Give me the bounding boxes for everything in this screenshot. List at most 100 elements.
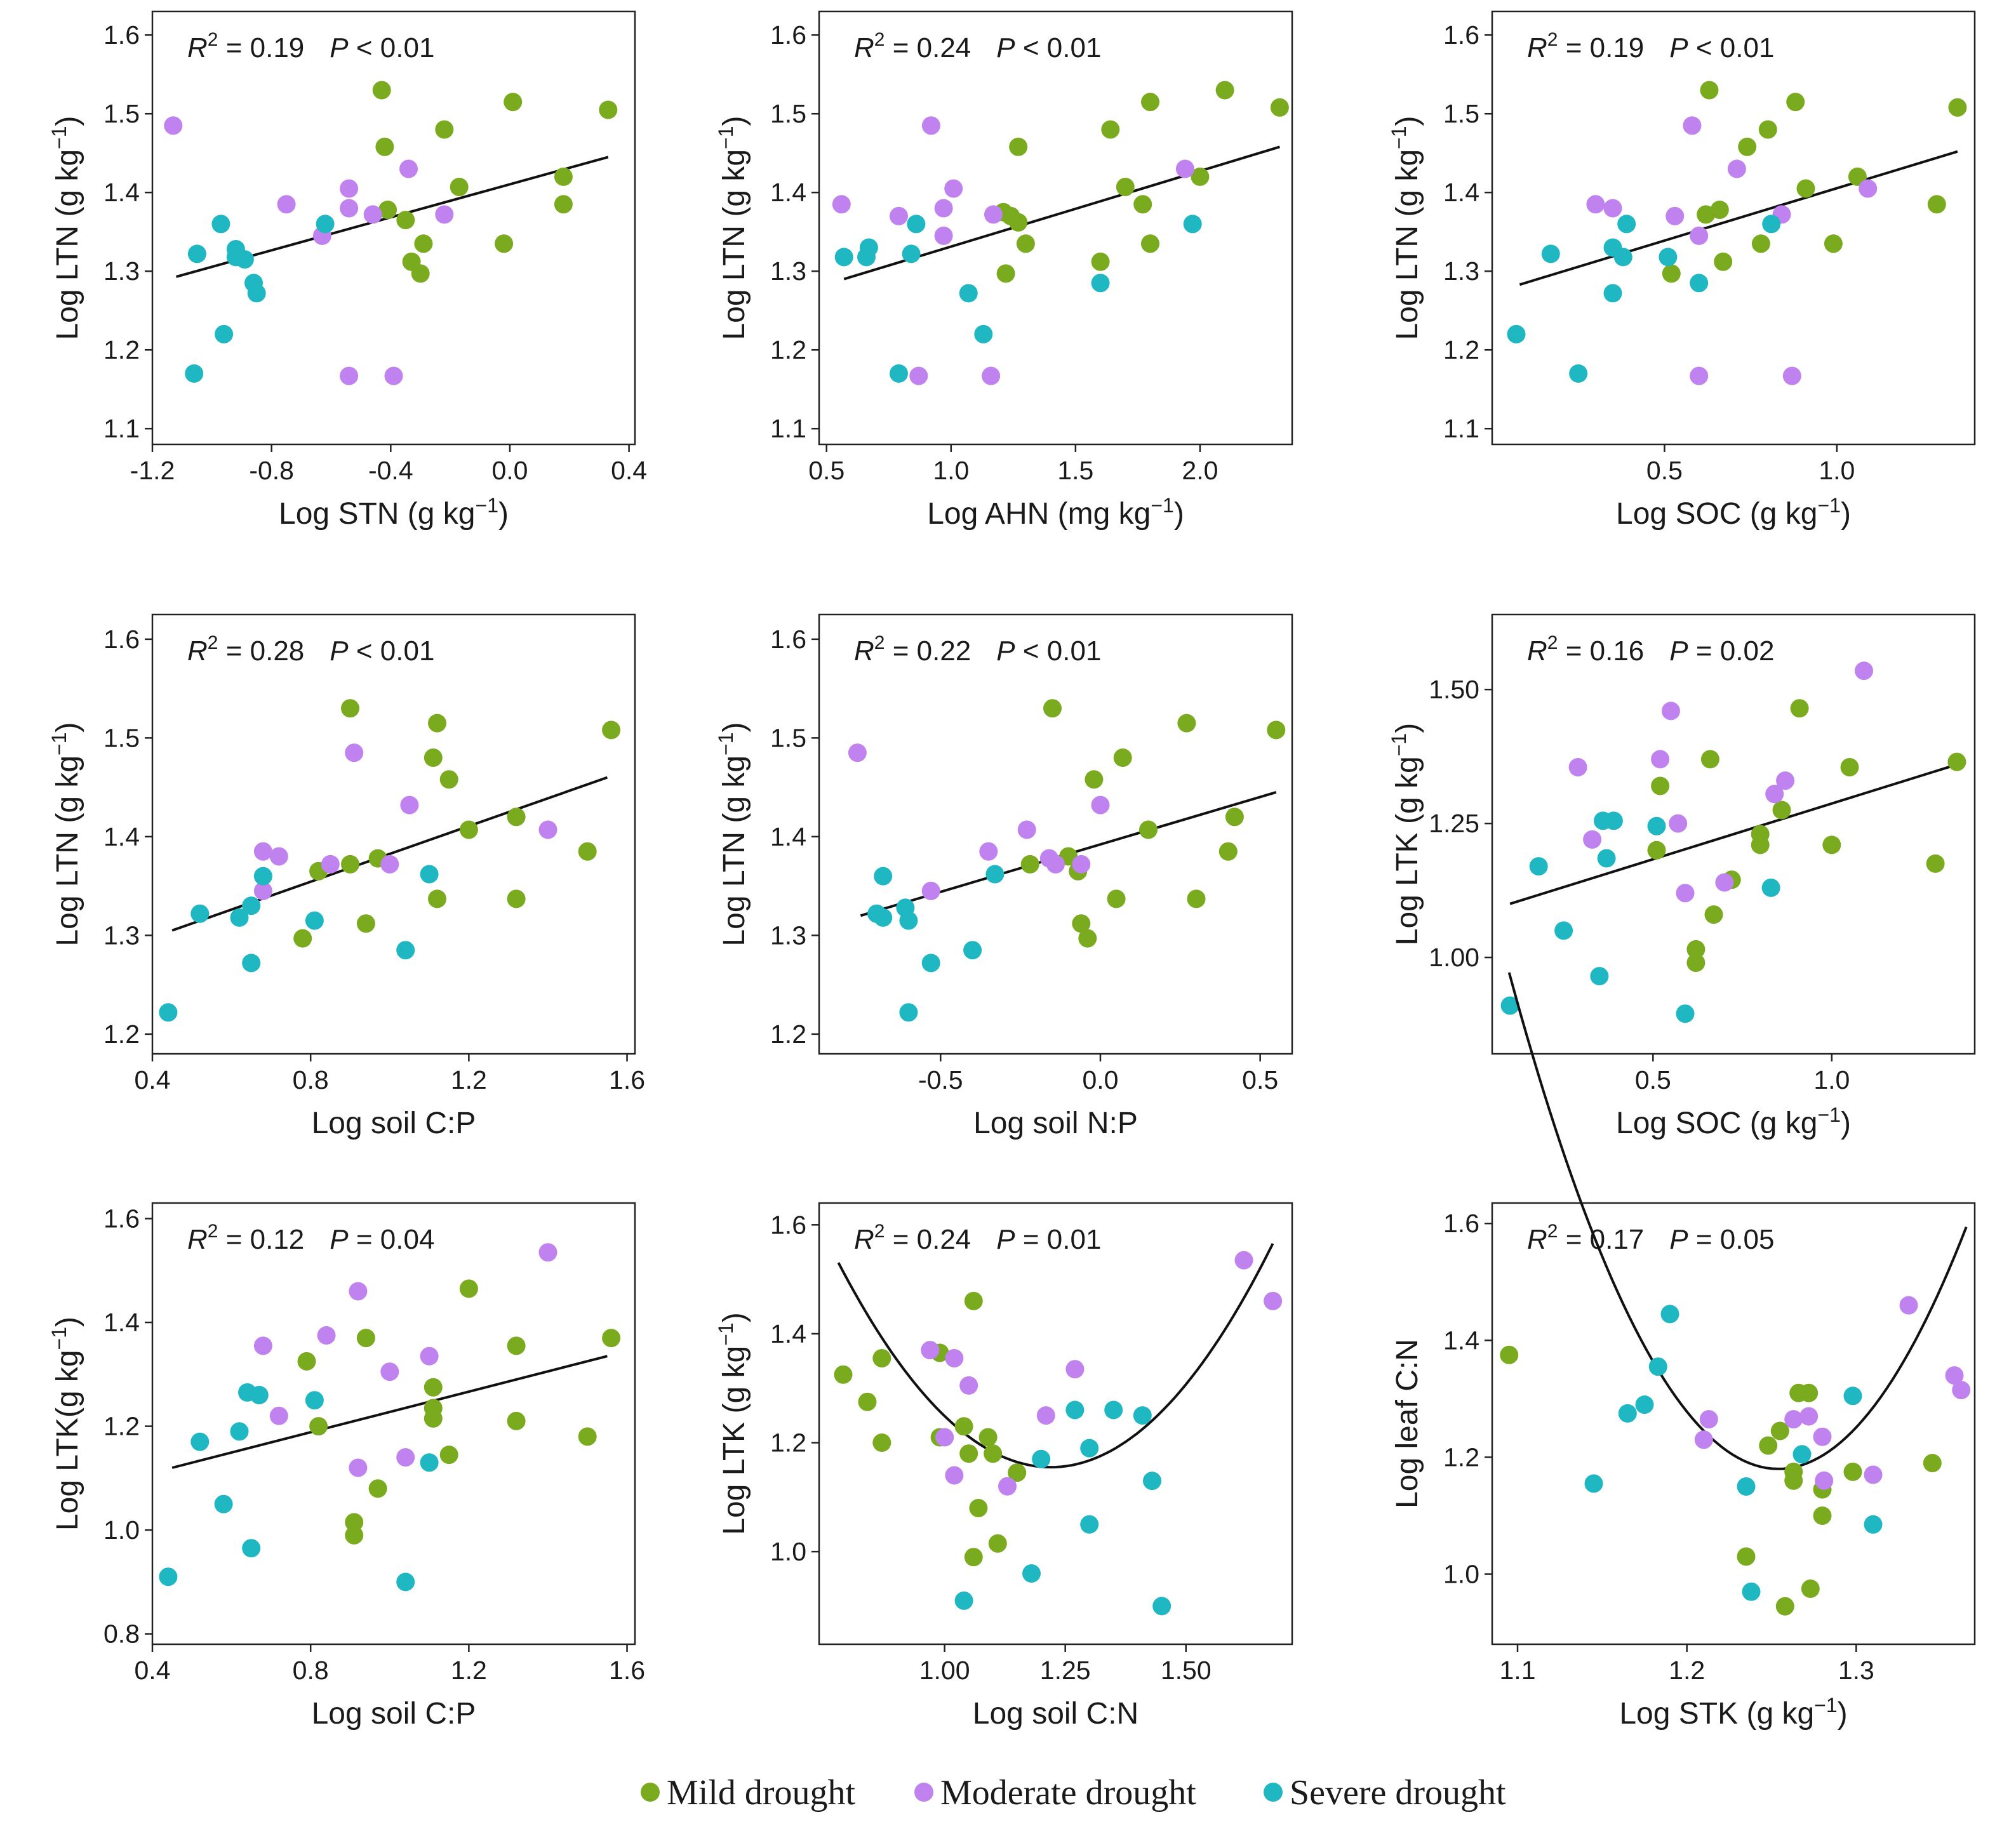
x-axis-unit-exponent: −1: [1818, 494, 1841, 517]
data-point-mild: [428, 714, 446, 733]
data-point-moderate: [1776, 771, 1795, 790]
data-point-mild: [345, 1513, 364, 1532]
legend-label-severe: Severe drought: [1290, 1773, 1506, 1812]
data-point-mild: [459, 820, 478, 839]
y-axis-unit-exponent: −1: [1387, 733, 1410, 756]
data-point-severe: [1507, 324, 1526, 343]
data-point-mild: [578, 1427, 597, 1446]
data-point-mild: [1016, 234, 1035, 253]
data-point-severe: [1104, 1400, 1123, 1420]
data-point-moderate: [1065, 1360, 1085, 1379]
data-point-mild: [964, 1548, 983, 1567]
data-point-severe: [859, 238, 878, 257]
data-point-mild: [1218, 842, 1238, 861]
data-point-mild: [1843, 1462, 1862, 1481]
data-point-mild: [293, 929, 312, 948]
y-tick-label: 1.0: [770, 1537, 806, 1566]
data-point-moderate: [1676, 884, 1695, 903]
data-point-moderate: [934, 226, 953, 245]
data-point-moderate: [979, 842, 998, 861]
data-point-mild: [372, 81, 391, 100]
plot-frame: [1491, 1202, 1976, 1646]
y-tick-label: 1.3: [103, 256, 140, 286]
data-point-moderate: [380, 854, 399, 874]
data-point-moderate: [420, 1347, 439, 1366]
data-point-severe: [954, 1591, 973, 1610]
data-point-severe: [159, 1567, 178, 1586]
y-tick-label: 1.0: [103, 1515, 140, 1545]
data-point-mild: [1772, 801, 1791, 820]
r2-exponent: 2: [1547, 29, 1558, 50]
data-point-mild: [341, 854, 359, 874]
data-point-moderate: [1017, 820, 1036, 839]
data-point-moderate: [340, 199, 359, 218]
x-tick-label: 1.2: [451, 1065, 487, 1094]
data-point-moderate: [1091, 795, 1110, 815]
data-point-severe: [1603, 284, 1622, 303]
y-axis-unit: (g kg: [1391, 756, 1424, 832]
x-tick-label: 0.8: [293, 1065, 329, 1094]
data-point-mild: [396, 211, 415, 230]
data-point-mild: [1822, 835, 1841, 854]
data-point-mild: [1799, 1383, 1819, 1402]
data-point-mild: [1225, 808, 1244, 827]
r2-exponent: 2: [874, 29, 885, 50]
y-tick-label: 1.3: [1443, 256, 1479, 286]
r2-exponent: 2: [208, 632, 218, 653]
r2-equals: =: [885, 1224, 916, 1255]
y-axis-title: Log LTN (g kg−1): [48, 722, 84, 946]
x-tick-label: 0.0: [491, 456, 528, 485]
r2-value: 0.24: [917, 1224, 971, 1255]
x-axis-unit-exponent: −1: [1151, 494, 1173, 517]
y-axis-unit: (g kg: [51, 149, 84, 225]
data-point-severe: [185, 364, 204, 383]
data-point-severe: [242, 1539, 261, 1558]
data-point-mild: [554, 167, 573, 186]
data-point-moderate: [832, 195, 851, 214]
data-point-severe: [1659, 248, 1678, 267]
plot-frame: [151, 1202, 636, 1646]
data-point-severe: [1617, 215, 1636, 234]
data-point-moderate: [921, 881, 940, 900]
y-tick-label: 1.5: [103, 723, 140, 752]
y-axis-unit-close: ): [51, 116, 84, 126]
y-tick-label: 1.6: [1443, 1209, 1479, 1238]
data-point-moderate: [1264, 1291, 1283, 1310]
data-point-severe: [1660, 1305, 1679, 1324]
data-point-severe: [874, 867, 893, 886]
legend-marker-severe: [1264, 1783, 1283, 1802]
data-point-mild: [1751, 234, 1770, 253]
data-point-mild: [1267, 721, 1286, 740]
data-point-mild: [959, 1444, 978, 1463]
y-axis-title: Log LTN (g kg−1): [48, 116, 84, 340]
y-tick-label: 1.0: [1443, 1560, 1479, 1589]
data-point-severe: [187, 244, 206, 263]
data-point-severe: [190, 904, 210, 923]
y-tick-label: 1.2: [103, 335, 140, 364]
p-symbol: P: [1669, 1224, 1688, 1255]
data-point-mild: [1139, 820, 1158, 839]
y-axis-label: Log LTN: [51, 225, 84, 340]
data-point-severe: [1133, 1406, 1152, 1425]
p-value: 0.01: [1047, 635, 1102, 667]
p-value: 0.05: [1720, 1224, 1775, 1255]
data-point-mild: [996, 264, 1015, 283]
y-tick-label: 1.2: [1443, 1442, 1479, 1472]
data-point-mild: [1009, 137, 1028, 156]
y-axis-label: Log LTN: [718, 225, 751, 340]
scatter-panel-7: 0.4 0.8 1.2 1.6 0.8 1.0 1.2 1.4 1.6 Log soil C:P L…: [48, 1202, 645, 1731]
x-axis-title: Log soil C:N: [973, 1697, 1138, 1731]
panel-grid: -1.2 -0.8 -0.4 0.0 0.4 1.1 1.2 1.3 1.4 1.5 1.6 Log …: [48, 10, 1976, 1731]
y-axis-unit: (g kg: [718, 1346, 751, 1422]
data-point-moderate: [934, 199, 953, 218]
data-point-mild: [1133, 195, 1152, 214]
data-point-mild: [1270, 98, 1289, 117]
data-point-mild: [984, 1444, 1003, 1463]
data-point-mild: [495, 234, 514, 253]
data-point-severe: [230, 908, 249, 927]
data-point-mild: [1738, 137, 1757, 156]
x-tick-label: 0.4: [611, 456, 647, 485]
data-point-severe: [253, 867, 272, 886]
data-point-moderate: [984, 205, 1003, 224]
data-point-mild: [1710, 201, 1729, 219]
